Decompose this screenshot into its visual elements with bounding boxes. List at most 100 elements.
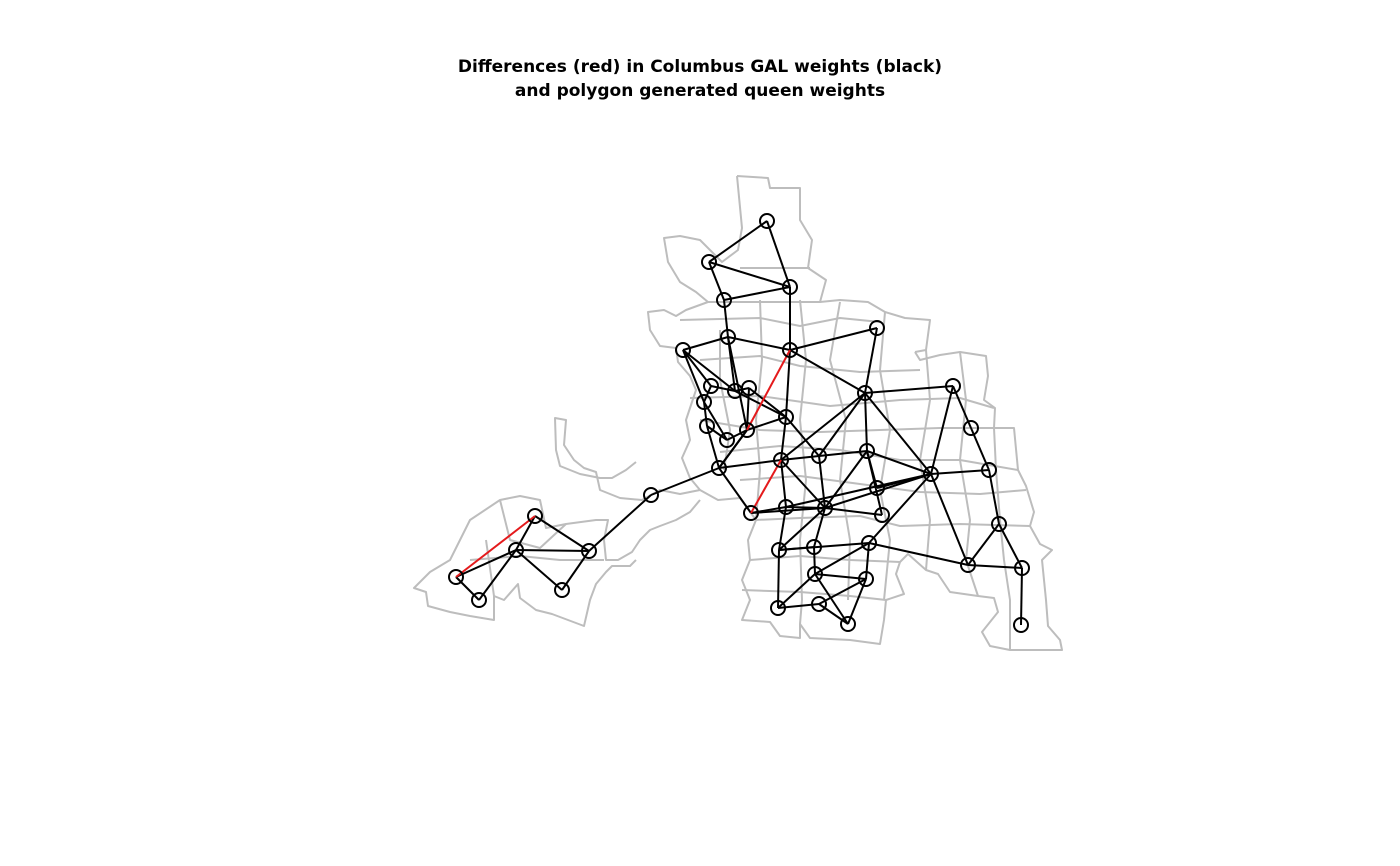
gal-weight-edge — [785, 349, 791, 418]
gal-weight-edge — [967, 523, 1000, 566]
centroid-marker — [711, 460, 727, 476]
boundary-south-core — [699, 489, 905, 645]
gal-weight-edge — [718, 459, 782, 469]
boundary-northwest-lobe — [647, 175, 743, 491]
centroid-marker — [960, 557, 976, 573]
gal-weight-edge — [864, 392, 868, 452]
boundary-north-strip — [736, 175, 931, 353]
centroid-marker — [861, 535, 877, 551]
centroid-marker — [771, 542, 787, 558]
centroid-marker — [782, 342, 798, 358]
gal-weight-edge — [930, 469, 990, 475]
gal-weight-edge — [824, 507, 883, 516]
centroid-marker — [811, 596, 827, 612]
gal-weight-edge — [703, 401, 708, 427]
boundary-east-region — [899, 351, 1063, 651]
centroid-marker — [869, 320, 885, 336]
gal-weight-edge — [1020, 567, 1023, 626]
gal-weight-edge — [988, 469, 1000, 525]
centroid-marker — [811, 448, 827, 464]
centroid-marker — [963, 420, 979, 436]
centroid-marker — [701, 254, 717, 270]
boundary-internal-10 — [749, 555, 901, 563]
centroid-marker — [773, 452, 789, 468]
gal-weight-edge — [588, 494, 652, 552]
difference-edge — [750, 459, 782, 514]
gal-weight-edge — [818, 578, 867, 605]
centroid-marker — [643, 487, 659, 503]
boundary-west-arm-lower — [413, 495, 701, 627]
centroid-marker — [1013, 617, 1029, 633]
boundary-west-arm — [554, 417, 701, 501]
centroid-marker — [739, 422, 755, 438]
gal-weight-edge — [780, 392, 866, 461]
centroid-marker — [581, 543, 597, 559]
gal-weight-edge — [818, 450, 868, 457]
boundary-internal-12 — [755, 299, 763, 521]
gal-weight-edge — [703, 385, 712, 403]
centroid-marker — [923, 466, 939, 482]
gal-weight-edge — [723, 286, 791, 301]
gal-weight-edge — [814, 573, 867, 580]
gal-weight-edge — [868, 473, 932, 544]
centroid-marker — [778, 499, 794, 515]
centroid-marker — [778, 409, 794, 425]
gal-weight-edge — [814, 573, 849, 625]
gal-weight-edge — [785, 416, 820, 457]
boundary-internal-15 — [879, 311, 891, 601]
centroid-marker — [858, 571, 874, 587]
gal-weight-edge — [650, 467, 720, 496]
boundary-internal-14 — [829, 301, 851, 601]
centroid-marker — [448, 569, 464, 585]
gal-weight-edge — [864, 392, 932, 475]
centroid-marker — [817, 500, 833, 516]
gal-weight-edge — [814, 542, 870, 575]
centroid-marker — [508, 542, 524, 558]
gal-weight-edge — [864, 385, 954, 394]
gal-weight-edge — [866, 450, 932, 475]
gal-weight-edge — [868, 542, 969, 566]
gal-weight-edge — [785, 473, 932, 508]
centroid-marker — [874, 507, 890, 523]
boundary-internal-13 — [799, 299, 807, 625]
centroid-marker — [743, 505, 759, 521]
gal-weight-edge — [930, 385, 954, 475]
gal-weight-edge — [778, 542, 870, 551]
centroid-marker — [991, 516, 1007, 532]
centroid-marker — [1014, 560, 1030, 576]
gal-weight-edge — [777, 549, 780, 609]
boundary-internal-18 — [993, 427, 1011, 650]
gal-weight-edge — [818, 392, 866, 457]
plot-title-line-1: Differences (red) in Columbus GAL weight… — [457, 57, 943, 77]
gal-weight-edge — [866, 450, 883, 516]
centroid-marker — [554, 582, 570, 598]
gal-weight-edge — [455, 576, 480, 601]
centroid-marker — [857, 385, 873, 401]
gal-weight-edge — [789, 349, 866, 394]
boundary-internal-7 — [719, 445, 1019, 471]
centroid-marker — [945, 378, 961, 394]
centroid-marker — [471, 592, 487, 608]
gal-weight-edge — [818, 603, 849, 625]
centroid-marker — [782, 279, 798, 295]
boundary-internal-11 — [741, 589, 887, 601]
gal-weight-edge — [726, 429, 748, 441]
gal-weight-edge — [727, 336, 791, 351]
gal-weight-edge — [515, 549, 563, 591]
centroid-marker — [675, 342, 691, 358]
difference-edge — [746, 349, 791, 431]
gal-weight-edge — [708, 261, 791, 288]
gal-weight-edge — [778, 507, 826, 551]
gal-weight-edge — [813, 546, 816, 575]
centroid-marker — [770, 600, 786, 616]
gal-weight-edge — [682, 349, 705, 403]
gal-weight-edge — [847, 578, 867, 625]
centroid-marker — [719, 432, 735, 448]
boundary-internal-20 — [485, 539, 495, 597]
weight-edges — [455, 220, 1023, 626]
gal-weight-edge — [534, 515, 590, 552]
plot-title-line-2: and polygon generated queen weights — [514, 81, 886, 101]
gal-weight-edge — [766, 220, 791, 288]
gal-weight-edge — [967, 564, 1023, 569]
